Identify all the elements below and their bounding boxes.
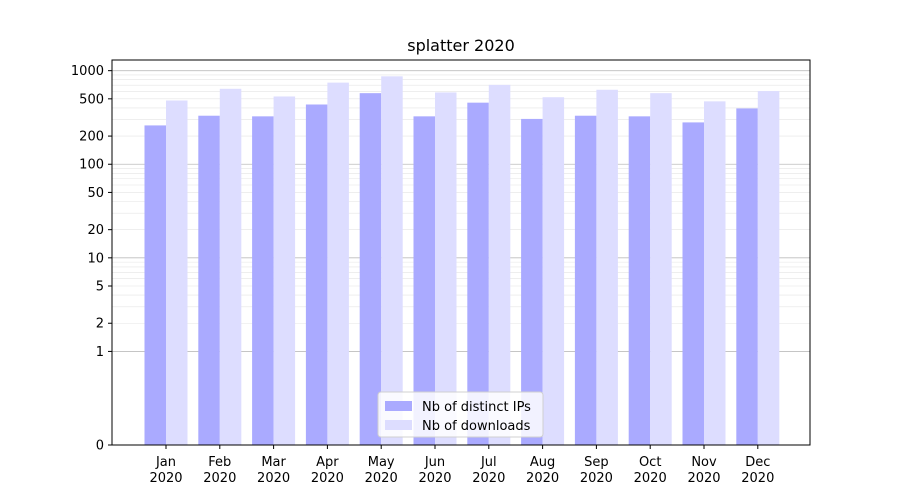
- x-tick-label: 2020: [418, 471, 451, 486]
- bar: [198, 115, 220, 445]
- x-tick-label: 2020: [311, 471, 344, 486]
- bar: [574, 115, 597, 445]
- y-tick-label: 20: [87, 223, 104, 238]
- bar: [596, 89, 618, 446]
- bar: [166, 100, 188, 445]
- bar: [521, 118, 543, 445]
- y-tick-label: 500: [79, 92, 104, 107]
- x-tick-label: Nov: [691, 455, 717, 470]
- bar: [305, 104, 328, 445]
- y-tick-label: 1000: [71, 64, 104, 79]
- y-tick-label: 1: [96, 345, 104, 360]
- y-axis-ticks: 0 1 2 5 10 20 50 100 200 500 1000: [71, 64, 112, 454]
- x-tick-label: 2020: [741, 471, 774, 486]
- x-tick-label: Apr: [316, 455, 339, 470]
- bar: [628, 116, 651, 445]
- x-tick-label: Oct: [639, 455, 661, 470]
- x-tick-label: 2020: [365, 471, 398, 486]
- x-tick-label: May: [368, 455, 395, 470]
- chart-title: splatter 2020: [407, 36, 515, 55]
- x-tick-label: 2020: [687, 471, 720, 486]
- bar: [704, 101, 726, 446]
- x-tick-label: Dec: [745, 455, 770, 470]
- legend-swatch: [385, 420, 412, 430]
- y-tick-label: 200: [79, 130, 104, 145]
- x-tick-label: Mar: [261, 455, 286, 470]
- bar: [736, 108, 758, 446]
- legend-swatch: [385, 401, 412, 411]
- y-tick-label: 2: [96, 317, 104, 332]
- y-tick-label: 100: [79, 158, 104, 173]
- x-tick-label: Aug: [530, 455, 555, 470]
- bar: [252, 116, 274, 445]
- x-tick-label: 2020: [580, 471, 613, 486]
- bar: [273, 96, 296, 446]
- x-tick-label: 2020: [149, 471, 182, 486]
- bar: [682, 122, 704, 445]
- bar: [359, 93, 382, 446]
- bar: [650, 93, 672, 446]
- legend-label: Nb of distinct IPs: [422, 400, 531, 415]
- legend: Nb of distinct IPs Nb of downloads: [377, 391, 544, 438]
- bar: [435, 92, 457, 445]
- bar: [757, 91, 780, 446]
- x-tick-label: 2020: [203, 471, 236, 486]
- x-tick-label: Jan: [155, 455, 176, 470]
- bar: [467, 102, 489, 445]
- x-tick-label: 2020: [526, 471, 559, 486]
- x-axis-ticks: Jan2020Feb2020Mar2020Apr2020May2020Jun20…: [149, 445, 774, 486]
- bar: [219, 88, 242, 445]
- x-tick-label: Jul: [480, 455, 497, 470]
- plot-frame: [111, 59, 811, 446]
- y-tick-label: 0: [96, 439, 104, 454]
- bar: [542, 97, 565, 445]
- x-tick-label: 2020: [257, 471, 290, 486]
- bar: [381, 76, 403, 445]
- bar: [327, 82, 349, 445]
- y-tick-label: 5: [96, 280, 104, 295]
- legend-label: Nb of downloads: [422, 419, 531, 434]
- x-tick-label: 2020: [634, 471, 667, 486]
- bar: [488, 84, 511, 445]
- x-tick-label: Sep: [584, 455, 609, 470]
- x-tick-label: 2020: [472, 471, 505, 486]
- x-tick-label: Feb: [208, 455, 231, 470]
- bar: [144, 125, 166, 445]
- y-tick-label: 10: [87, 251, 104, 266]
- y-tick-label: 50: [87, 186, 104, 201]
- bars: [144, 76, 780, 446]
- legend-box: [377, 391, 544, 438]
- x-tick-label: Jun: [424, 455, 445, 470]
- bar: [413, 116, 435, 445]
